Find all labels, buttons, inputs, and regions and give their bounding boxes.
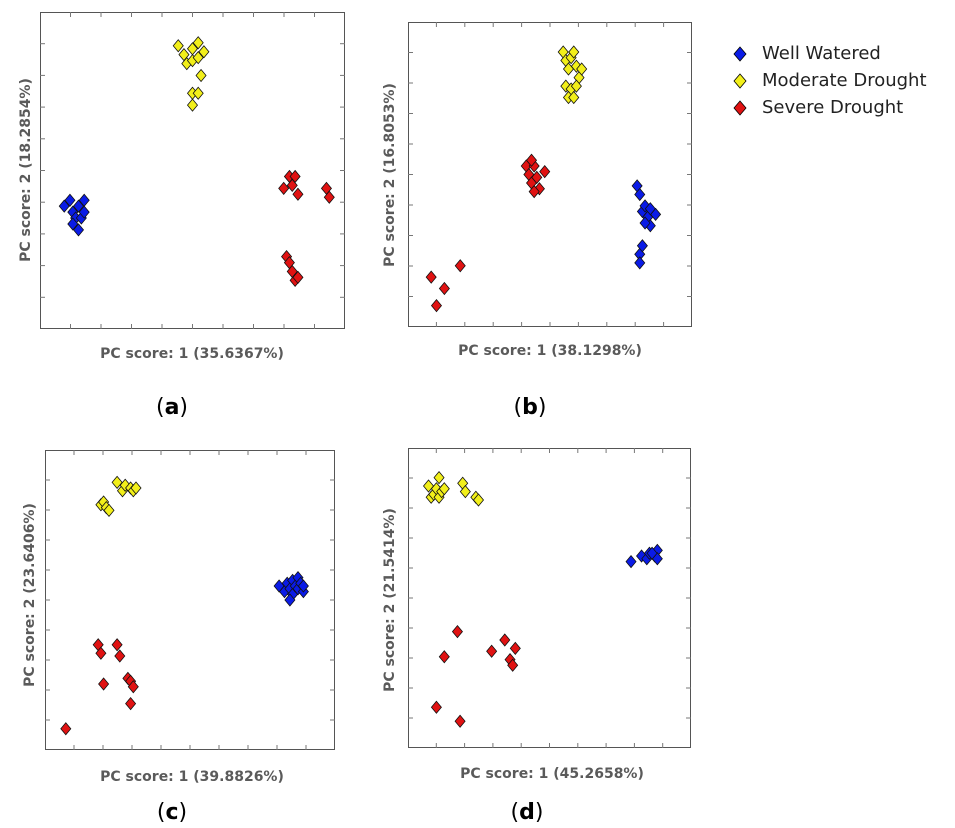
data-point-severe-drought bbox=[438, 650, 450, 664]
panel-caption-a: (a) bbox=[155, 395, 189, 420]
data-point-moderate-drought bbox=[472, 493, 485, 507]
data-point-well-watered bbox=[67, 217, 79, 231]
data-point-severe-drought bbox=[486, 644, 498, 658]
data-point-severe-drought bbox=[292, 187, 304, 201]
data-point-well-watered bbox=[64, 193, 76, 207]
data-point-well-watered bbox=[644, 202, 656, 216]
data-point-moderate-drought bbox=[576, 62, 588, 76]
data-point-severe-drought bbox=[98, 677, 110, 691]
data-point-severe-drought bbox=[289, 169, 301, 184]
legend-label: Moderate Drought bbox=[762, 70, 927, 91]
data-point-severe-drought bbox=[499, 633, 511, 647]
legend-item-moderate-drought: Moderate Drought bbox=[732, 67, 927, 94]
data-point-moderate-drought bbox=[459, 484, 471, 499]
y-axis-label-a: PC score: 2 (18.2854%) bbox=[18, 78, 34, 262]
data-point-moderate-drought bbox=[192, 86, 204, 100]
scatter-plot-b bbox=[408, 22, 692, 327]
data-point-severe-drought bbox=[323, 190, 335, 204]
legend-item-severe-drought: Severe Drought bbox=[732, 94, 927, 121]
y-axis-label-d: PC score: 2 (21.5414%) bbox=[382, 508, 398, 692]
data-point-severe-drought bbox=[528, 184, 540, 199]
red-diamond-icon bbox=[733, 99, 747, 116]
tick-marks bbox=[408, 22, 692, 327]
data-point-moderate-drought bbox=[568, 90, 580, 105]
data-point-well-watered bbox=[639, 216, 651, 230]
panel-caption-b: (b) bbox=[513, 395, 547, 420]
scatter-plot-d bbox=[408, 448, 691, 748]
data-point-well-watered bbox=[297, 579, 309, 593]
legend: Well Watered Moderate Drought Severe Dro… bbox=[732, 40, 927, 121]
legend-label: Severe Drought bbox=[762, 97, 904, 118]
scatter-plot-c bbox=[45, 450, 335, 750]
data-point-severe-drought bbox=[95, 646, 107, 660]
data-point-severe-drought bbox=[525, 153, 538, 167]
data-point-moderate-drought bbox=[570, 79, 582, 93]
yellow-diamond-icon bbox=[733, 72, 747, 89]
data-point-well-watered bbox=[72, 199, 85, 213]
x-axis-label-c: PC score: 1 (39.8826%) bbox=[100, 769, 284, 785]
data-point-moderate-drought bbox=[111, 475, 123, 490]
data-point-severe-drought bbox=[509, 641, 521, 656]
data-point-well-watered bbox=[634, 256, 646, 270]
data-point-well-watered bbox=[284, 593, 296, 607]
data-point-severe-drought bbox=[430, 298, 443, 313]
data-point-moderate-drought bbox=[438, 482, 450, 496]
data-point-well-watered bbox=[636, 239, 648, 253]
data-point-well-watered bbox=[78, 193, 90, 207]
data-point-well-watered bbox=[646, 546, 658, 560]
data-point-severe-drought bbox=[438, 281, 450, 296]
tick-marks bbox=[45, 450, 335, 750]
data-point-severe-drought bbox=[451, 624, 463, 639]
panel-caption-c: (c) bbox=[156, 800, 188, 825]
data-point-moderate-drought bbox=[195, 68, 207, 83]
data-point-moderate-drought bbox=[172, 39, 184, 53]
data-point-severe-drought bbox=[425, 270, 437, 284]
data-point-severe-drought bbox=[531, 170, 543, 184]
data-point-well-watered bbox=[72, 223, 85, 237]
plot-frame bbox=[408, 448, 691, 748]
data-point-moderate-drought bbox=[568, 45, 580, 59]
data-point-severe-drought bbox=[454, 714, 466, 728]
data-point-severe-drought bbox=[430, 700, 442, 714]
data-point-severe-drought bbox=[114, 649, 126, 663]
data-point-severe-drought bbox=[127, 680, 139, 694]
data-point-severe-drought bbox=[125, 696, 137, 711]
y-axis-label-c: PC score: 2 (23.6406%) bbox=[22, 503, 38, 687]
x-axis-label-b: PC score: 1 (38.1298%) bbox=[458, 343, 642, 359]
data-point-well-watered bbox=[625, 554, 637, 569]
y-axis-label-b: PC score: 2 (16.8053%) bbox=[382, 83, 398, 267]
blue-diamond-icon bbox=[733, 45, 747, 62]
data-point-well-watered bbox=[78, 205, 90, 219]
x-axis-label-a: PC score: 1 (35.6367%) bbox=[100, 346, 284, 362]
data-point-moderate-drought bbox=[433, 470, 445, 485]
data-point-moderate-drought bbox=[422, 479, 435, 493]
data-point-moderate-drought bbox=[130, 481, 142, 495]
data-point-moderate-drought bbox=[198, 45, 210, 59]
data-point-well-watered bbox=[634, 187, 646, 202]
data-point-severe-drought bbox=[454, 259, 466, 273]
data-point-severe-drought bbox=[507, 658, 519, 672]
tick-marks bbox=[40, 12, 345, 329]
data-point-moderate-drought bbox=[192, 36, 204, 50]
data-point-moderate-drought bbox=[192, 51, 204, 65]
data-point-moderate-drought bbox=[186, 98, 199, 112]
data-point-severe-drought bbox=[539, 165, 551, 179]
plot-frame bbox=[408, 22, 692, 327]
data-point-moderate-drought bbox=[103, 503, 115, 518]
x-axis-label-d: PC score: 1 (45.2658%) bbox=[460, 766, 644, 782]
scatter-plot-a bbox=[40, 12, 345, 329]
data-point-severe-drought bbox=[292, 270, 304, 285]
data-point-severe-drought bbox=[111, 638, 123, 652]
data-point-severe-drought bbox=[60, 722, 72, 736]
legend-label: Well Watered bbox=[762, 43, 881, 64]
data-point-severe-drought bbox=[278, 181, 290, 195]
data-point-well-watered bbox=[58, 199, 70, 213]
legend-item-well-watered: Well Watered bbox=[732, 40, 927, 67]
tick-marks bbox=[408, 448, 691, 748]
panel-caption-d: (d) bbox=[510, 800, 544, 825]
